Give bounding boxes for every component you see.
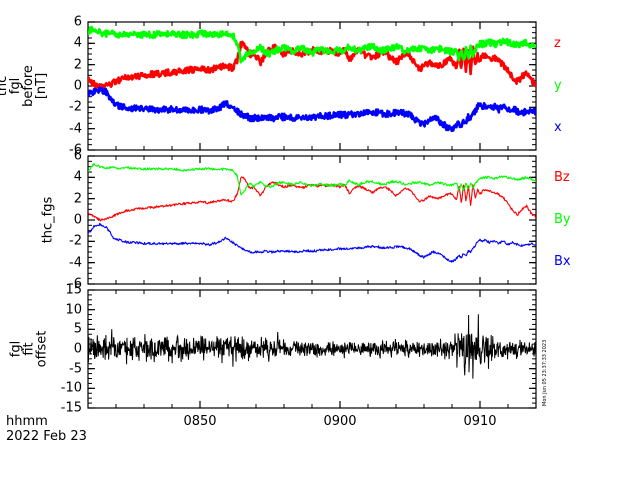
y-tick-label: 15 <box>65 282 82 298</box>
timestamp-stamp: Mon Jun 05 23:37:33 2023 <box>542 339 548 406</box>
series-x <box>88 86 536 133</box>
y-tick-label: -10 <box>60 380 82 396</box>
y-tick-label: 4 <box>73 35 82 51</box>
y-tick-label: 6 <box>73 148 82 164</box>
y-tick-label: -6 <box>69 142 82 158</box>
x-tick-label: 0910 <box>463 414 497 429</box>
y-tick-label: 4 <box>73 169 82 185</box>
legend-item-y: y <box>554 78 562 93</box>
y-tick-label: -4 <box>69 121 82 137</box>
series-offset <box>88 314 536 379</box>
panel-frame <box>87 21 537 151</box>
y-tick-label: -2 <box>69 99 82 115</box>
y-axis-label-line: fgl <box>8 340 23 358</box>
y-tick-label: -5 <box>69 361 82 377</box>
y-axis-label-line: fit <box>21 342 36 356</box>
y-tick-label: 2 <box>73 57 82 73</box>
y-axis-label-line: offset <box>34 330 49 368</box>
y-axis-label: thc_fgs <box>40 196 55 244</box>
y-tick-label: 10 <box>65 302 82 318</box>
series-y <box>88 25 536 64</box>
panel-fgl-before <box>87 21 537 151</box>
x-axis-label-date: 2022 Feb 23 <box>6 429 87 444</box>
y-tick-label: -15 <box>60 400 82 416</box>
y-axis-label-line: thc_fgs <box>40 196 55 244</box>
y-tick-label: -2 <box>69 233 82 249</box>
y-tick-label: 0 <box>73 212 82 228</box>
legend-item-Bx: Bx <box>554 254 571 270</box>
legend-item-z: z <box>554 35 561 51</box>
y-axis-label: thc fgl before [nT] <box>0 65 49 107</box>
y-tick-label: 5 <box>73 321 82 337</box>
y-tick-label: -4 <box>69 255 82 271</box>
y-tick-label: 6 <box>73 14 82 30</box>
legend-item-x: x <box>554 120 562 136</box>
series-Bz <box>88 176 536 222</box>
panel-fgl-fit-offset <box>87 289 537 409</box>
panel-fgs <box>87 155 537 285</box>
legend-item-By: By <box>554 212 571 227</box>
y-axis-label-line: [nT] <box>34 72 49 100</box>
y-axis-label: fgl fit offset <box>8 330 49 368</box>
y-tick-label: 0 <box>73 341 82 357</box>
x-axis-label-hhmm: hhmm <box>6 414 48 429</box>
x-tick-label: 0900 <box>323 414 357 429</box>
x-tick-label: 0850 <box>183 414 217 429</box>
y-tick-label: 0 <box>73 78 82 94</box>
series-By <box>88 162 536 196</box>
legend-item-Bz: Bz <box>554 169 570 185</box>
series-Bx <box>88 222 536 263</box>
panel-frame <box>87 155 537 285</box>
y-tick-label: 2 <box>73 191 82 207</box>
y-tick-label: -6 <box>69 276 82 292</box>
series-z <box>88 40 536 90</box>
